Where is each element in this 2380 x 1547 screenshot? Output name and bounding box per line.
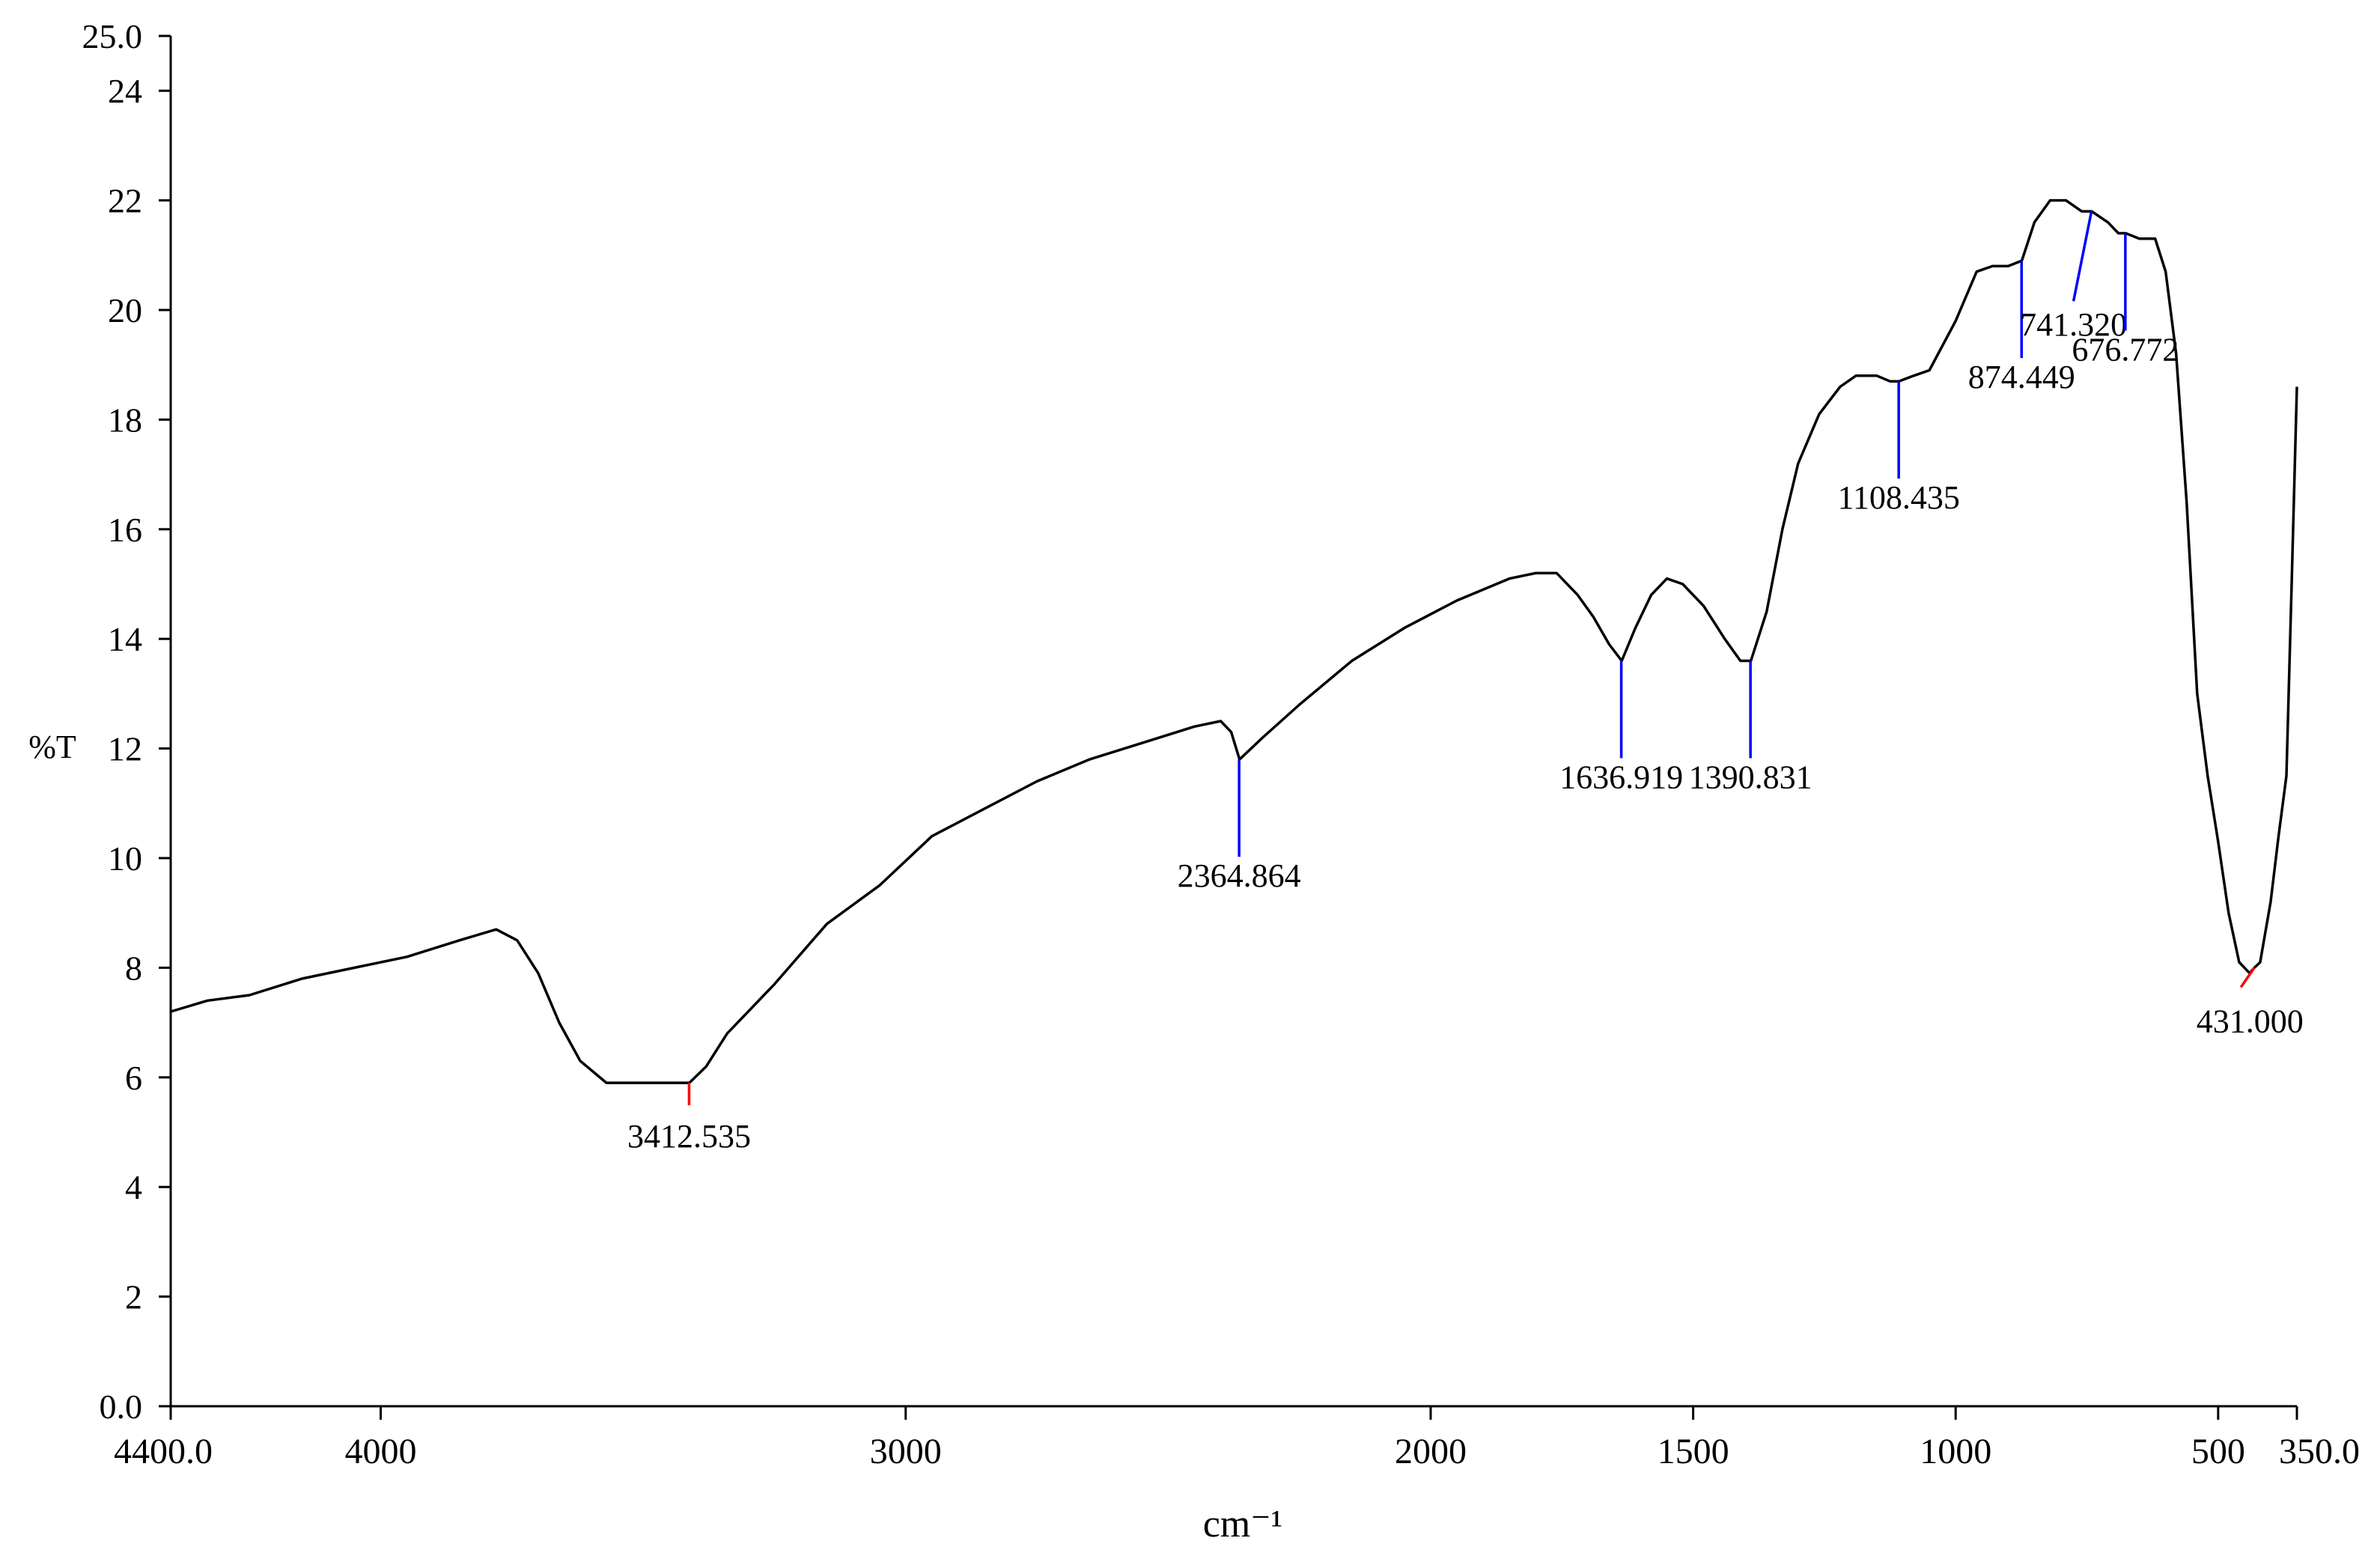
peak-label: 1636.919 bbox=[1559, 759, 1683, 795]
peak-marker: 3412.535 bbox=[627, 1083, 751, 1155]
y-tick-label: 10 bbox=[108, 839, 142, 878]
peak-marker: 1390.831 bbox=[1689, 660, 1813, 795]
spectrum-line-0 bbox=[170, 198, 2298, 1084]
y-axis-label: %T bbox=[28, 729, 76, 765]
spectrum-curve-layer bbox=[170, 198, 2298, 1084]
peak-label: 1108.435 bbox=[1837, 479, 1959, 516]
y-tick-label: 16 bbox=[108, 511, 142, 549]
peak-label: 676.772 bbox=[2072, 332, 2179, 368]
y-tick-label: 12 bbox=[108, 730, 142, 768]
peak-marker: 1636.919 bbox=[1559, 660, 1683, 795]
x-tick-label: 2000 bbox=[1395, 1432, 1467, 1471]
y-tick-label: 2 bbox=[125, 1278, 142, 1316]
x-tick-label: 1000 bbox=[1920, 1432, 1991, 1471]
peak-marker: 1108.435 bbox=[1837, 381, 1960, 516]
peak-marker: 431.000 bbox=[2197, 967, 2304, 1039]
peak-label: 431.000 bbox=[2197, 1003, 2304, 1039]
y-tick-label: 24 bbox=[108, 72, 142, 110]
peak-marker: 874.449 bbox=[1968, 261, 2075, 395]
peak-label: 3412.535 bbox=[627, 1118, 751, 1155]
x-tick-label: 4000 bbox=[344, 1432, 416, 1471]
y-tick-label: 20 bbox=[108, 291, 142, 329]
x-axis-label: cm⁻¹ bbox=[1203, 1503, 1283, 1546]
peak-label: 2364.864 bbox=[1178, 857, 1301, 894]
x-tick-label: 500 bbox=[2191, 1432, 2245, 1471]
peak-label: 741.320 bbox=[2020, 306, 2127, 343]
y-tick-label: 22 bbox=[108, 182, 142, 220]
y-tick-label: 0.0 bbox=[100, 1388, 143, 1426]
peak-marker: 741.320 bbox=[2020, 210, 2127, 343]
x-tick-label: 1500 bbox=[1658, 1432, 1729, 1471]
peak-line bbox=[2072, 210, 2093, 302]
y-tick-label: 18 bbox=[108, 401, 142, 439]
x-tick-label: 4400.0 bbox=[114, 1432, 213, 1471]
peak-label: 1390.831 bbox=[1689, 759, 1813, 795]
peak-marker: 2364.864 bbox=[1178, 759, 1301, 894]
y-tick-label: 14 bbox=[108, 620, 142, 658]
y-tick-label: 8 bbox=[125, 949, 142, 987]
peak-annotations: 3412.535 2364.864 1636.919 1390.831 1108.435… bbox=[627, 210, 2304, 1155]
y-tick-label: 6 bbox=[125, 1059, 142, 1097]
peak-line bbox=[2239, 967, 2256, 988]
x-tick-label: 3000 bbox=[870, 1432, 942, 1471]
y-tick-label: 4 bbox=[125, 1168, 142, 1206]
x-tick-label: 350.0 bbox=[2279, 1432, 2360, 1471]
peak-marker: 676.772 bbox=[2072, 233, 2179, 368]
y-tick-label: 25.0 bbox=[82, 17, 143, 55]
peak-label: 874.449 bbox=[1968, 359, 2075, 395]
